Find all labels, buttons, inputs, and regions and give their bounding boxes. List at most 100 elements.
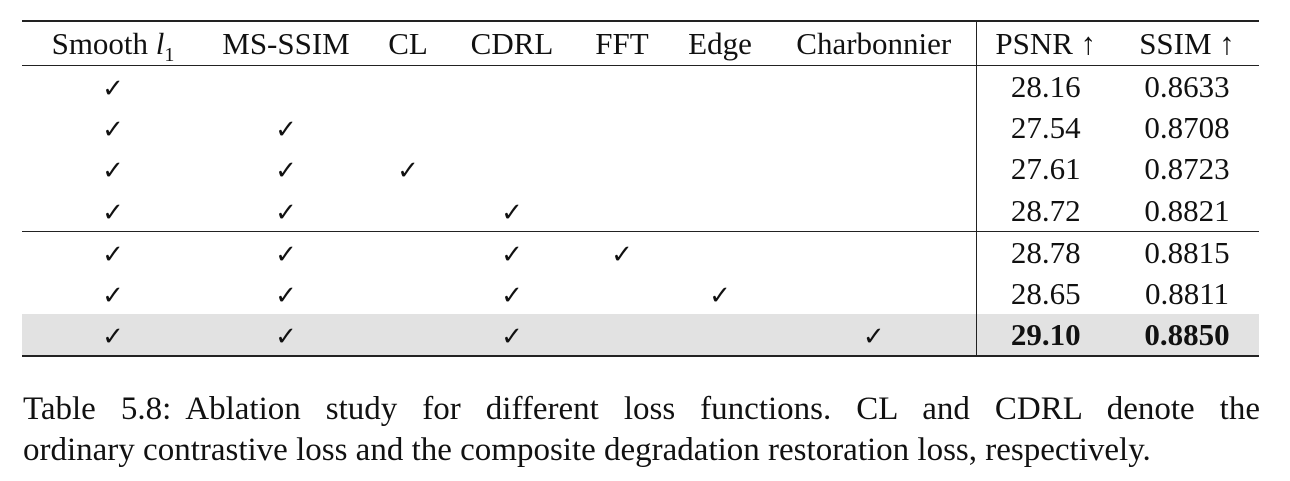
ssim-cell: 0.8708 xyxy=(1144,109,1230,145)
table-body: ✓ 28.16 0.8633 ✓ ✓ 27.54 0.8708 ✓ ✓ ✓ 27.61 0.8723 ✓… xyxy=(22,65,1259,357)
check-mark-cell: ✓ xyxy=(204,230,368,273)
empty-cell xyxy=(772,230,976,273)
check-mark-cell: ✓ xyxy=(22,230,204,273)
col-header-cl: CL xyxy=(368,20,448,66)
check-icon: ✓ xyxy=(501,321,523,352)
check-mark-cell: ✓ xyxy=(22,65,204,107)
table-row: ✓ ✓ ✓ 27.61 0.8723 xyxy=(22,148,1259,190)
empty-cell xyxy=(576,273,668,315)
col-header-cdrl: CDRL xyxy=(448,20,576,66)
ssim-cell: 0.8850 xyxy=(1115,314,1259,357)
check-icon: ✓ xyxy=(709,280,731,311)
check-icon: ✓ xyxy=(275,280,297,311)
table-caption: Table 5.8: Ablation study for different l… xyxy=(23,389,1260,471)
check-icon: ✓ xyxy=(397,156,419,187)
empty-cell xyxy=(668,314,772,357)
caption-tag: Table 5.8: xyxy=(23,391,172,427)
col-header-ssim: SSIM ↑ xyxy=(1115,20,1259,66)
psnr-cell: 28.78 xyxy=(975,230,1115,273)
caption-text-1: Ablation study for different loss functi… xyxy=(185,391,1260,427)
empty-cell xyxy=(448,107,576,149)
empty-cell xyxy=(448,65,576,107)
empty-cell xyxy=(576,148,668,190)
col-header-edge: Edge xyxy=(668,20,772,66)
empty-cell xyxy=(668,230,772,273)
empty-cell xyxy=(368,107,448,149)
empty-cell xyxy=(368,273,448,315)
check-mark-cell: ✓ xyxy=(668,273,772,315)
empty-cell xyxy=(668,148,772,190)
col-header-smooth-l1: Smooth l1 xyxy=(22,20,204,66)
ssim-cell: 0.8815 xyxy=(1115,230,1259,273)
empty-cell xyxy=(772,65,976,107)
psnr-cell: 28.16 xyxy=(975,65,1115,107)
check-mark-cell: ✓ xyxy=(204,148,368,190)
check-icon: ✓ xyxy=(501,280,523,311)
check-icon: ✓ xyxy=(275,114,297,145)
check-mark-cell: ✓ xyxy=(204,314,368,357)
check-mark-cell: ✓ xyxy=(204,273,368,315)
check-mark-cell: ✓ xyxy=(448,273,576,315)
check-icon: ✓ xyxy=(611,239,633,270)
check-icon: ✓ xyxy=(102,280,124,311)
check-mark-cell: ✓ xyxy=(448,230,576,273)
empty-cell xyxy=(576,65,668,107)
empty-cell xyxy=(368,190,448,232)
psnr-cell: 27.54 xyxy=(975,106,1115,148)
check-mark-cell: ✓ xyxy=(772,314,976,357)
table-row: ✓ ✓ ✓ ✓ 29.10 0.8850 xyxy=(22,314,1259,357)
check-icon: ✓ xyxy=(102,321,124,352)
col-header-psnr: PSNR ↑ xyxy=(975,20,1115,66)
caption-line-2: ordinary contrastive loss and the compos… xyxy=(23,432,1151,468)
empty-cell xyxy=(668,107,772,149)
ssim-cell: 0.8811 xyxy=(1144,275,1230,311)
empty-cell xyxy=(668,190,772,232)
ablation-table-container: Smooth l1 MS-SSIM CL CDRL FFT Edge Charb… xyxy=(22,20,1259,357)
check-icon: ✓ xyxy=(102,114,124,145)
check-mark-cell: ✓ xyxy=(448,190,576,232)
empty-cell xyxy=(204,65,368,107)
check-mark-cell: ✓ xyxy=(22,190,204,232)
empty-cell xyxy=(576,107,668,149)
check-mark-cell: ✓ xyxy=(368,148,448,190)
check-mark-cell: ✓ xyxy=(22,148,204,190)
check-mark-cell: ✓ xyxy=(204,190,368,232)
check-icon: ✓ xyxy=(102,73,124,104)
check-icon: ✓ xyxy=(275,321,297,352)
check-icon: ✓ xyxy=(501,239,523,270)
psnr-cell: 28.72 xyxy=(975,189,1115,231)
col-header-fft: FFT xyxy=(576,20,668,66)
ssim-cell: 0.8821 xyxy=(1144,192,1230,228)
table-row: ✓ ✓ ✓ ✓ 28.65 0.8811 xyxy=(22,272,1259,315)
table-row: ✓ ✓ 27.54 0.8708 xyxy=(22,106,1259,149)
psnr-cell: 29.10 xyxy=(975,314,1115,357)
check-mark-cell: ✓ xyxy=(448,314,576,357)
ssim-cell: 0.8723 xyxy=(1144,151,1230,187)
check-icon: ✓ xyxy=(862,321,885,352)
check-icon: ✓ xyxy=(275,239,297,270)
empty-cell xyxy=(576,314,668,357)
empty-cell xyxy=(668,65,772,107)
check-icon: ✓ xyxy=(501,197,523,228)
table-row: ✓ ✓ ✓ 28.72 0.8821 xyxy=(22,189,1259,232)
empty-cell xyxy=(368,230,448,273)
col-header-charbonnier: Charbonnier xyxy=(772,20,976,66)
psnr-cell: 28.65 xyxy=(975,272,1115,314)
empty-cell xyxy=(772,273,976,315)
check-icon: ✓ xyxy=(275,156,297,187)
ssim-cell: 0.8633 xyxy=(1144,68,1230,104)
empty-cell xyxy=(772,148,976,190)
empty-cell xyxy=(576,190,668,232)
check-icon: ✓ xyxy=(102,197,124,228)
table-row: ✓ ✓ ✓ ✓ 28.78 0.8815 xyxy=(22,230,1259,273)
caption-line-1: Table 5.8: Ablation study for different l… xyxy=(23,389,1260,430)
check-mark-cell: ✓ xyxy=(22,107,204,149)
empty-cell xyxy=(772,107,976,149)
check-mark-cell: ✓ xyxy=(22,273,204,315)
empty-cell xyxy=(448,148,576,190)
table-row: ✓ 28.16 0.8633 xyxy=(22,65,1259,107)
header-row: Smooth l1 MS-SSIM CL CDRL FFT Edge Charb… xyxy=(22,20,1259,66)
empty-cell xyxy=(368,65,448,107)
check-icon: ✓ xyxy=(102,239,124,270)
ablation-table: Smooth l1 MS-SSIM CL CDRL FFT Edge Charb… xyxy=(22,20,1259,357)
